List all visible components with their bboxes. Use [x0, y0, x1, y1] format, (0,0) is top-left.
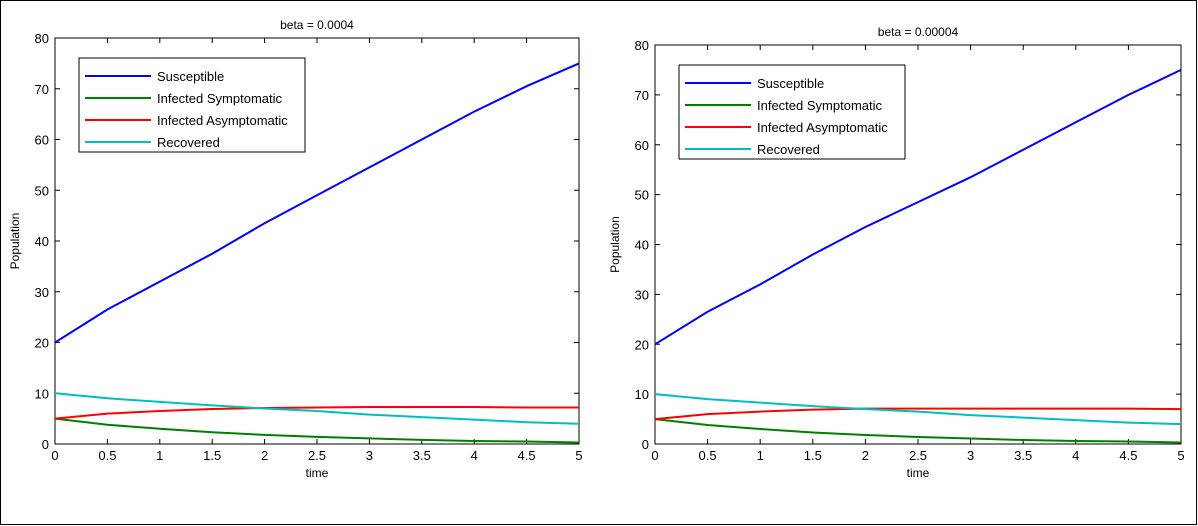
legend: Susceptible Infected Symptomatic Infected …	[78, 57, 306, 153]
x-tick-label: 2.5	[909, 448, 927, 463]
y-axis-label: Population	[8, 213, 22, 270]
x-tick-label: 2	[261, 448, 268, 463]
chart-2: 0 0.5 1 1.5 2 2.5 3 3.5 4 4.5 501020304050607080be…	[608, 25, 1185, 480]
x-tick-label: 3.5	[413, 448, 431, 463]
y-tick-label: 50	[35, 183, 49, 198]
x-tick-label: 1	[156, 448, 163, 463]
y-tick-label: 50	[635, 188, 649, 203]
legend-label: Infected Symptomatic	[157, 91, 282, 106]
y-tick-label: 70	[35, 82, 49, 97]
x-tick-label: 4	[471, 448, 478, 463]
y-tick-label: 40	[635, 238, 649, 253]
series-line-4	[54, 392, 580, 425]
legend-label: Infected Asymptomatic	[157, 113, 288, 128]
series-line-2	[654, 418, 1182, 444]
y-tick-label: 0	[642, 437, 649, 452]
x-tick-label: 0.5	[98, 448, 116, 463]
y-tick-label: 40	[35, 234, 49, 249]
y-tick-label: 20	[635, 337, 649, 352]
x-tick-label: 2	[862, 448, 869, 463]
x-tick-label: 5	[575, 448, 582, 463]
x-tick-label: 0.5	[699, 448, 717, 463]
x-tick-label: 1.5	[203, 448, 221, 463]
legend-label: Susceptible	[157, 69, 224, 84]
x-tick-label: 5	[1177, 448, 1184, 463]
x-tick-label: 3	[366, 448, 373, 463]
y-tick-label: 80	[635, 38, 649, 53]
x-tick-label: 1	[757, 448, 764, 463]
y-tick-label: 70	[635, 88, 649, 103]
series-line-4	[654, 393, 1182, 426]
chart-1: 0 0.5 1 1.5 2 2.5 3 3.5 4 4.5 501020304050607080be…	[8, 18, 583, 480]
y-tick-label: 80	[35, 31, 49, 46]
legend: Susceptible Infected Symptomatic Infected …	[678, 64, 906, 160]
y-tick-label: 20	[35, 336, 49, 351]
x-tick-label: 4.5	[1119, 448, 1137, 463]
y-tick-label: 60	[635, 138, 649, 153]
series-line-3	[54, 406, 579, 420]
y-tick-label: 60	[35, 133, 49, 148]
series-line-1	[54, 62, 580, 344]
x-axis-label: time	[306, 466, 329, 480]
legend-label: Susceptible	[757, 76, 824, 91]
legend-label: Recovered	[757, 142, 820, 157]
x-tick-label: 0	[651, 448, 658, 463]
series-line-1	[654, 68, 1182, 346]
legend-box	[78, 57, 306, 153]
y-tick-label: 30	[35, 285, 49, 300]
x-tick-label: 1.5	[804, 448, 822, 463]
y-tick-label: 10	[35, 386, 49, 401]
chart-title: beta = 0.00004	[878, 25, 959, 39]
chart-title: beta = 0.0004	[280, 18, 354, 32]
x-tick-label: 4.5	[518, 448, 536, 463]
y-axis-label: Population	[608, 216, 622, 273]
x-axis-label: time	[907, 466, 930, 480]
series-line-2	[54, 417, 580, 444]
legend-label: Infected Symptomatic	[757, 98, 882, 113]
y-tick-label: 0	[42, 437, 49, 452]
x-tick-label: 0	[51, 448, 58, 463]
x-tick-label: 3.5	[1014, 448, 1032, 463]
series-line-3	[654, 407, 1182, 421]
x-tick-label: 4	[1072, 448, 1079, 463]
legend-box	[678, 64, 906, 160]
legend-label: Infected Asymptomatic	[757, 120, 888, 135]
x-tick-label: 2.5	[308, 448, 326, 463]
legend-label: Recovered	[157, 135, 220, 150]
x-tick-label: 3	[967, 448, 974, 463]
y-tick-label: 10	[635, 387, 649, 402]
y-tick-label: 30	[635, 287, 649, 302]
